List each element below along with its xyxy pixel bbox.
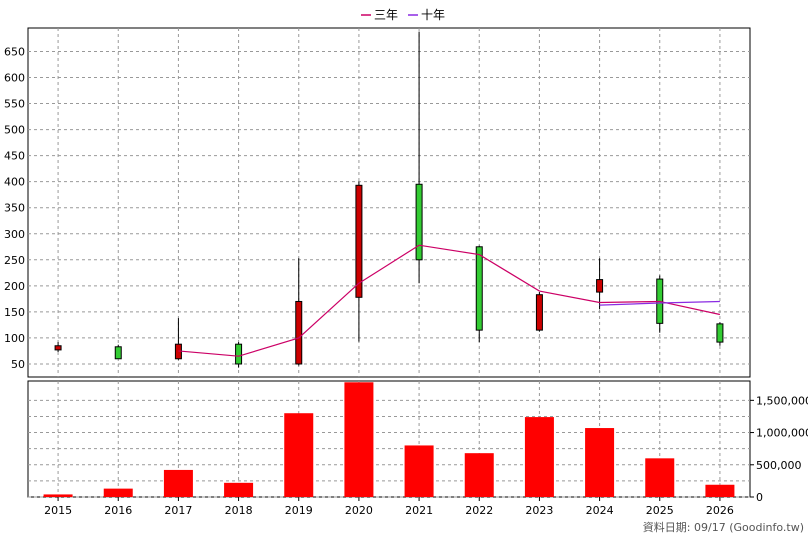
x-tick-label: 2021 — [405, 504, 433, 517]
price-tick-label: 400 — [4, 176, 25, 189]
volume-bar-2022 — [464, 453, 494, 497]
candle-2022 — [475, 245, 483, 343]
x-tick-label: 2020 — [345, 504, 373, 517]
candle-2019 — [295, 258, 303, 366]
x-tick-label: 2015 — [44, 504, 72, 517]
price-tick-label: 300 — [4, 228, 25, 241]
candle-2020 — [355, 181, 363, 342]
candle-body — [415, 183, 423, 261]
volume-tick-label: 1,000,000 — [756, 427, 808, 440]
volume-bar-2017 — [163, 469, 193, 497]
candle-body — [114, 346, 122, 360]
candle-body — [295, 300, 303, 365]
candle-body — [355, 184, 363, 298]
volume-bar-2019 — [284, 413, 314, 497]
x-tick-label: 2024 — [586, 504, 614, 517]
price-tick-label: 550 — [4, 98, 25, 111]
price-tick-label: 100 — [4, 332, 25, 345]
volume-bar-2021 — [404, 445, 434, 497]
volume-panel: 0 500,000 1,000,000 1,500,000 — [27, 380, 808, 504]
x-tick-label: 2018 — [225, 504, 253, 517]
candle-body — [235, 343, 243, 365]
x-tick-label: 2023 — [525, 504, 553, 517]
x-tick-label: 2025 — [646, 504, 674, 517]
data-date-footer: 資料日期: 09/17 (Goodinfo.tw) — [643, 520, 804, 534]
volume-tick-label: 500,000 — [756, 459, 802, 472]
x-tick-label: 2022 — [465, 504, 493, 517]
candle-body — [596, 279, 604, 293]
volume-bar-2015 — [43, 494, 73, 497]
price-tick-label: 350 — [4, 202, 25, 215]
volume-bar-2026 — [705, 484, 735, 497]
legend-label: 三年 — [374, 8, 398, 22]
price-plot-area — [27, 27, 751, 378]
price-tick-label: 150 — [4, 306, 25, 319]
volume-bar-2016 — [103, 488, 133, 497]
volume-bar-2018 — [224, 482, 254, 497]
x-axis: 2015 2016 2017 2018 2019 2020 2021 2022 2023 2024… — [44, 497, 734, 517]
legend: 三年 十年 — [361, 8, 445, 22]
volume-bar-2025 — [645, 458, 675, 497]
x-tick-label: 2016 — [104, 504, 132, 517]
candle-body — [475, 246, 483, 331]
candle-2021 — [415, 31, 423, 284]
price-panel: 50 100 150 200 250 300 350 400 450 500 550 600 650 — [4, 27, 751, 378]
candle-body — [535, 294, 543, 331]
volume-tick-label: 0 — [756, 491, 763, 504]
price-tick-label: 650 — [4, 45, 25, 58]
candle-body — [54, 345, 62, 351]
price-tick-label: 250 — [4, 254, 25, 267]
candle-2023 — [535, 292, 543, 332]
price-tick-label: 200 — [4, 280, 25, 293]
candle-2015 — [54, 342, 62, 352]
x-tick-label: 2019 — [285, 504, 313, 517]
volume-bar-2023 — [524, 417, 554, 497]
volume-bar-2024 — [585, 428, 615, 497]
candle-2026 — [716, 322, 724, 346]
candle-body — [716, 323, 724, 343]
x-tick-label: 2017 — [164, 504, 192, 517]
price-tick-label: 500 — [4, 124, 25, 137]
candle-2024 — [596, 258, 604, 310]
volume-tick-label: 1,500,000 — [756, 394, 808, 407]
candle-2016 — [114, 344, 122, 360]
ma-line-十年 — [599, 300, 720, 306]
legend-item: 三年 — [361, 8, 398, 22]
x-tick-label: 2026 — [706, 504, 734, 517]
legend-item: 十年 — [408, 8, 445, 22]
price-tick-label: 50 — [11, 358, 25, 371]
ma-line-三年 — [178, 244, 721, 357]
volume-bar-2020 — [344, 382, 374, 497]
volume-plot-area — [27, 380, 751, 498]
legend-label: 十年 — [421, 8, 445, 22]
price-tick-label: 450 — [4, 150, 25, 163]
price-tick-label: 600 — [4, 71, 25, 84]
candle-2018 — [235, 342, 243, 368]
